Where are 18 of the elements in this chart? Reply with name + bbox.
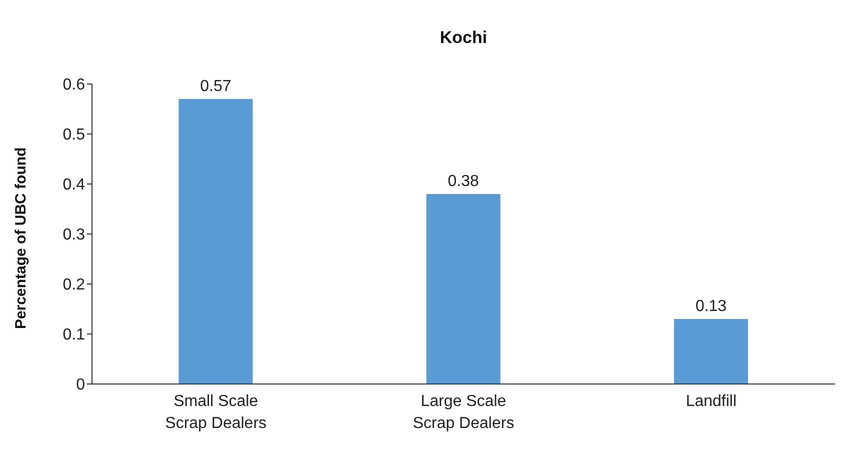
y-tick-label: 0.2 <box>62 276 86 294</box>
y-tick-label: 0.3 <box>62 226 86 244</box>
y-axis-title: Percentage of UBC found <box>12 147 30 329</box>
y-tick-label: 0.6 <box>62 76 86 94</box>
chart-title: Kochi <box>438 28 488 48</box>
x-tick-label: Large Scale Scrap Dealers <box>412 393 514 432</box>
y-tick-label: 0.4 <box>62 176 86 194</box>
y-tick-label: 0.5 <box>62 126 86 144</box>
bar <box>674 319 748 384</box>
data-label: 0.13 <box>695 298 727 315</box>
y-tick-label: 0.1 <box>62 326 86 344</box>
y-tick-label: 0 <box>76 376 86 394</box>
bar <box>178 99 253 384</box>
data-label: 0.38 <box>448 173 480 190</box>
x-tick-label: Landfill <box>686 393 737 410</box>
data-label: 0.57 <box>200 78 232 95</box>
bar <box>426 194 500 384</box>
x-tick-label: Small Scale Scrap Dealers <box>165 393 267 432</box>
